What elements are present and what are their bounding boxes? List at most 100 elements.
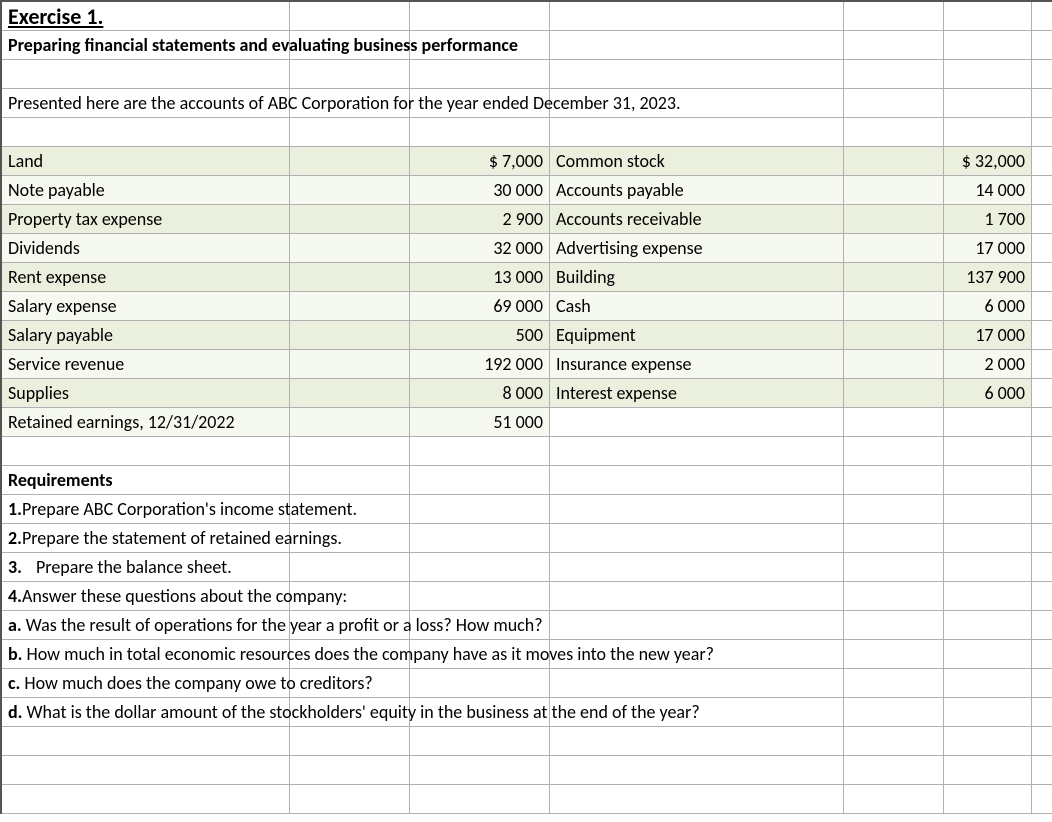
account-value-left: 69 000 <box>410 292 550 321</box>
grid-cell <box>290 234 410 263</box>
grid-cell <box>2 437 290 466</box>
grid-cell <box>550 727 844 756</box>
grid-cell <box>944 31 1032 60</box>
grid-cell <box>844 698 944 727</box>
grid-cell <box>290 785 410 814</box>
grid-cell <box>944 118 1032 147</box>
grid-cell <box>2 785 290 814</box>
grid-cell <box>290 292 410 321</box>
grid-cell <box>844 727 944 756</box>
account-value-right: 1 700 <box>944 205 1032 234</box>
grid-cell <box>1032 205 1052 234</box>
grid-cell <box>844 785 944 814</box>
account-value-left: 30 000 <box>410 176 550 205</box>
grid-cell <box>844 89 944 118</box>
grid-cell <box>1032 379 1052 408</box>
account-value-left: 192 000 <box>410 350 550 379</box>
grid-cell <box>1032 263 1052 292</box>
requirement-subitem: c. How much does the company owe to cred… <box>2 669 290 698</box>
grid-cell <box>550 611 844 640</box>
grid-cell <box>290 553 410 582</box>
grid-cell <box>2 118 290 147</box>
requirements-heading: Requirements <box>2 466 290 495</box>
grid-cell <box>944 611 1032 640</box>
requirement-item: 3.Prepare the balance sheet. <box>2 553 290 582</box>
grid-cell <box>550 553 844 582</box>
grid-cell <box>844 495 944 524</box>
grid-cell <box>944 640 1032 669</box>
grid-cell <box>290 379 410 408</box>
grid-cell <box>844 176 944 205</box>
grid-cell <box>944 582 1032 611</box>
grid-cell <box>290 321 410 350</box>
account-value-left: 2 900 <box>410 205 550 234</box>
grid-cell <box>1032 698 1052 727</box>
grid-cell <box>290 118 410 147</box>
grid-cell <box>410 756 550 785</box>
grid-cell <box>1032 611 1052 640</box>
grid-cell <box>844 263 944 292</box>
grid-cell <box>944 698 1032 727</box>
grid-cell <box>1032 553 1052 582</box>
account-value-left: 32 000 <box>410 234 550 263</box>
grid-cell <box>410 495 550 524</box>
account-label-right: Building <box>550 263 844 292</box>
grid-cell <box>844 669 944 698</box>
grid-cell <box>1032 437 1052 466</box>
grid-cell <box>290 350 410 379</box>
grid-cell <box>944 466 1032 495</box>
grid-cell <box>844 205 944 234</box>
grid-cell <box>944 785 1032 814</box>
grid-cell <box>844 60 944 89</box>
grid-cell <box>550 524 844 553</box>
account-label-right: Accounts payable <box>550 176 844 205</box>
account-value-right: 17 000 <box>944 321 1032 350</box>
account-label-left: Note payable <box>2 176 290 205</box>
grid-cell <box>290 263 410 292</box>
grid-cell <box>844 31 944 60</box>
account-label-right: Common stock <box>550 147 844 176</box>
grid-cell <box>844 234 944 263</box>
account-label-left: Salary expense <box>2 292 290 321</box>
grid-cell <box>290 756 410 785</box>
exercise-subtitle: Preparing financial statements and evalu… <box>2 31 290 60</box>
spreadsheet-grid: Exercise 1.Preparing financial statement… <box>0 0 1052 814</box>
grid-cell <box>1032 89 1052 118</box>
account-value-right: 6 000 <box>944 292 1032 321</box>
grid-cell <box>2 727 290 756</box>
grid-cell <box>1032 350 1052 379</box>
grid-cell <box>844 379 944 408</box>
grid-cell <box>290 2 410 31</box>
grid-cell <box>1032 669 1052 698</box>
grid-cell <box>844 350 944 379</box>
grid-cell <box>410 466 550 495</box>
grid-cell <box>1032 495 1052 524</box>
account-value-right: 17 000 <box>944 234 1032 263</box>
grid-cell <box>550 408 844 437</box>
requirement-subitem: b. How much in total economic resources … <box>2 640 290 669</box>
grid-cell <box>1032 466 1052 495</box>
grid-cell <box>844 466 944 495</box>
grid-cell <box>944 524 1032 553</box>
grid-cell <box>944 553 1032 582</box>
grid-cell <box>1032 582 1052 611</box>
grid-cell <box>844 611 944 640</box>
grid-cell <box>410 524 550 553</box>
grid-cell <box>844 321 944 350</box>
account-label-left: Dividends <box>2 234 290 263</box>
grid-cell <box>1032 408 1052 437</box>
grid-cell <box>944 495 1032 524</box>
grid-cell <box>290 437 410 466</box>
account-label-right: Accounts receivable <box>550 205 844 234</box>
grid-cell <box>844 2 944 31</box>
grid-cell <box>410 118 550 147</box>
grid-cell <box>550 669 844 698</box>
account-value-right: 2 000 <box>944 350 1032 379</box>
account-value-left: 51 000 <box>410 408 550 437</box>
grid-cell <box>1032 2 1052 31</box>
grid-cell <box>944 669 1032 698</box>
grid-cell <box>844 640 944 669</box>
grid-cell <box>290 176 410 205</box>
account-label-left: Rent expense <box>2 263 290 292</box>
account-label-right: Insurance expense <box>550 350 844 379</box>
